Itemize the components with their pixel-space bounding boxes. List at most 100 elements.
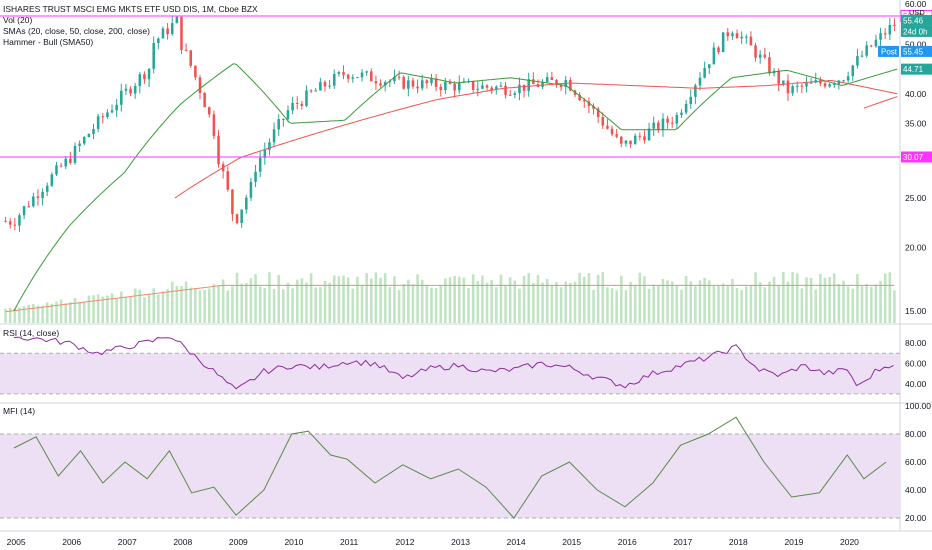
volume-bar (657, 285, 660, 323)
volume-bar (735, 287, 739, 323)
candle (721, 32, 725, 53)
bottom-level-tag-bg (901, 151, 932, 163)
volume-bar (874, 284, 878, 323)
candle (471, 81, 475, 90)
pattern-legend[interactable]: Hammer - Bull (SMA50) (3, 37, 94, 47)
x-tick-label: 2019 (784, 537, 803, 547)
candle (425, 80, 429, 84)
volume-bar (495, 287, 498, 323)
volume-bar (893, 290, 896, 323)
candle (638, 135, 642, 137)
volume-bar (481, 275, 484, 323)
countdown-tag: 24d 0h (903, 27, 927, 36)
candle (870, 45, 873, 47)
x-tick-label: 2018 (729, 537, 748, 547)
volume-bar (212, 284, 216, 323)
volume-bar (258, 286, 262, 323)
symbol-title: ISHARES TRUST MSCI EMG MKTS ETF USD DIS,… (3, 4, 258, 14)
candle (879, 33, 882, 40)
price-tick-label: 40.00 (905, 89, 927, 99)
volume-bar (490, 279, 493, 323)
candle (601, 117, 605, 126)
candle (624, 140, 628, 144)
volume-bar (731, 278, 734, 323)
candle (305, 90, 308, 106)
candle (152, 43, 155, 69)
volume-bar (879, 280, 882, 323)
volume-bar (263, 287, 267, 323)
candle (782, 80, 785, 84)
volume-bar (846, 286, 850, 323)
volume-bar (217, 285, 220, 323)
candle (120, 90, 123, 105)
candle (439, 86, 443, 90)
volume-bar (41, 305, 44, 323)
candle (370, 71, 373, 82)
volume-bar (13, 308, 17, 323)
x-tick-label: 2012 (396, 537, 415, 547)
volume-bar (661, 278, 665, 323)
volume-bar (332, 275, 336, 323)
rsi-tick-label: 80.00 (905, 338, 927, 348)
volume-bar (411, 284, 415, 323)
rsi-line (13, 336, 894, 390)
candle (64, 158, 68, 167)
candle (374, 81, 378, 84)
candle (184, 49, 188, 51)
mfi-tick-label: 40.00 (905, 485, 927, 495)
volume-legend[interactable]: Vol (20) (3, 15, 33, 25)
candle (647, 128, 651, 141)
x-tick-label: 2020 (840, 537, 859, 547)
candle (73, 145, 77, 163)
volume-bar (207, 288, 211, 323)
volume-bar (550, 285, 554, 323)
candle (518, 84, 521, 94)
candle (342, 72, 345, 75)
volume-bar (870, 286, 873, 323)
volume-bar (772, 276, 776, 323)
candle (504, 85, 507, 95)
volume-bar (754, 272, 757, 323)
candle (92, 128, 95, 135)
volume-bar (184, 281, 188, 323)
volume-bar (467, 288, 470, 323)
volume-bar (50, 303, 54, 323)
volume-bar (518, 288, 521, 323)
volume-ma-line (5, 284, 895, 313)
sma-legend[interactable]: SMAs (20, close, 50, close, 200, close) (3, 26, 150, 36)
volume-bar (601, 272, 605, 323)
candle (365, 71, 368, 73)
volume-bar (133, 288, 137, 323)
volume-bar (203, 290, 206, 323)
mfi-legend[interactable]: MFI (14) (3, 406, 36, 416)
candle (328, 85, 331, 87)
volume-bar (745, 286, 748, 323)
volume-bar (513, 280, 517, 323)
volume-bar (370, 278, 373, 323)
candle (402, 76, 405, 89)
volume-bar (555, 282, 558, 323)
volume-bar (198, 290, 202, 323)
candle (874, 39, 878, 47)
candle (212, 114, 216, 136)
x-tick-label: 2009 (229, 537, 248, 547)
volume-bar (532, 282, 535, 323)
candle (189, 50, 193, 66)
candle (319, 81, 322, 91)
volume-bar (504, 285, 507, 323)
price-candles[interactable] (4, 15, 896, 232)
volume-bar (337, 276, 341, 323)
volume-bar (36, 305, 40, 323)
volume-bar (606, 287, 609, 323)
volume-bar (434, 287, 438, 323)
sma-tag-bg (901, 63, 932, 75)
candle (495, 86, 498, 90)
candle (351, 77, 355, 79)
candle (314, 90, 318, 92)
rsi-legend[interactable]: RSI (14, close) (3, 328, 60, 338)
candle (430, 78, 433, 84)
candle (596, 108, 600, 118)
volume-bar (295, 279, 299, 323)
volume-bar (96, 294, 100, 323)
